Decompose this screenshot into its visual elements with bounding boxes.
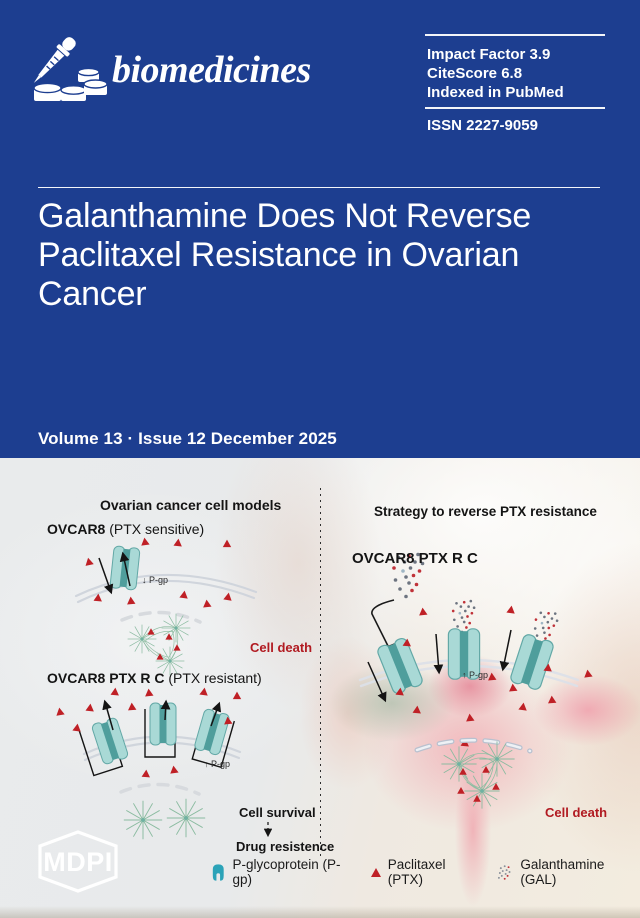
ptx-triangle-icon: [370, 867, 381, 877]
volume-issue-line: Volume 13 · Issue 12 December 2025: [38, 429, 337, 448]
impact-factor: Impact Factor 3.9: [427, 46, 551, 63]
legend-item-pgp: P-glycoprotein (P-gp): [211, 857, 356, 887]
citescore: CiteScore 6.8: [427, 65, 523, 82]
fragmented-membrane: [119, 782, 201, 796]
pgp-pump: [193, 707, 231, 757]
cover-header: biomedicines Impact Factor 3.9 CiteScore…: [0, 0, 640, 458]
metrics-rule-bottom: [425, 107, 605, 109]
multipolar-spindle-right: [440, 740, 516, 810]
ovcar8-rc-label: OVCAR8 PTX R C: [352, 550, 478, 567]
pgp-up-label-right: ↑ P-gp: [462, 670, 489, 680]
gal-dots-icon: [497, 864, 511, 880]
cell-death-label-right: Cell death: [545, 805, 608, 820]
cell-death-label-left: Cell death: [250, 640, 313, 655]
biomedicines-dropper-icon: [33, 37, 108, 101]
pgp-pump: [90, 716, 130, 766]
fragmented-membrane: [120, 610, 202, 624]
indexed-in: Indexed in PubMed: [427, 84, 564, 101]
fragmented-membrane-right: [414, 737, 533, 754]
title-rule: [38, 187, 600, 189]
influx-arrows: [367, 629, 512, 703]
legend-label: Paclitaxel (PTX): [387, 857, 446, 887]
pgp-pump: [375, 636, 425, 696]
drug-flux-arrows: [98, 551, 131, 595]
petri-dishes: [33, 67, 108, 101]
sensitive-cell-membrane: [74, 573, 258, 604]
pgp-pump: [149, 702, 177, 746]
pgp-icon: [212, 863, 224, 881]
inhibition-arrow: [371, 599, 398, 651]
cell-survival-label: Cell survival: [239, 805, 316, 820]
journal-metrics: Impact Factor 3.9 CiteScore 6.8 Indexed …: [427, 45, 564, 102]
dropper: [33, 37, 76, 83]
drug-resistance-label: Drug resistence: [236, 839, 335, 854]
ptx-triangles-sensitive: [83, 537, 233, 608]
efflux-arrows: [102, 699, 222, 731]
pgp-pump: [508, 632, 556, 692]
multipolar-spindle-sensitive: [127, 613, 191, 676]
legend-item-ptx: Paclitaxel (PTX): [370, 857, 481, 887]
figure-legend: P-glycoprotein (P-gp) Paclitaxel (PTX): [211, 857, 640, 887]
journal-wordmark: biomedicines: [112, 49, 311, 91]
cover-figure: MDPI Ovarian cancer cell models Strategy…: [0, 458, 640, 918]
bipolar-spindle: [123, 798, 206, 840]
mdpi-logo: MDPI: [38, 830, 118, 893]
right-panel-header: Strategy to reverse PTX resistance: [374, 504, 597, 519]
legend-label: P-glycoprotein (P-gp): [232, 857, 341, 887]
mdpi-wordmark: MDPI: [43, 847, 113, 877]
pgp-up-label-left: ↑ P-gp: [204, 759, 231, 769]
pgp-pump: [109, 545, 141, 591]
article-title: Galanthamine Does Not Reverse Paclitaxel…: [38, 197, 532, 313]
pgp-down-label: ↓ P-gp: [142, 575, 169, 585]
ovcar8-resistant-label: OVCAR8 PTX R C (PTX resistant): [47, 670, 262, 686]
legend-item-gal: Galanthamine (GAL): [496, 857, 640, 887]
metrics-rule-top: [425, 34, 605, 36]
left-panel-header: Ovarian cancer cell models: [100, 497, 282, 513]
ovcar8-sensitive-label: OVCAR8 (PTX sensitive): [47, 521, 205, 537]
issn: ISSN 2227-9059: [427, 117, 538, 134]
graphical-abstract: MDPI: [38, 488, 593, 893]
legend-label: Galanthamine (GAL): [520, 857, 605, 887]
